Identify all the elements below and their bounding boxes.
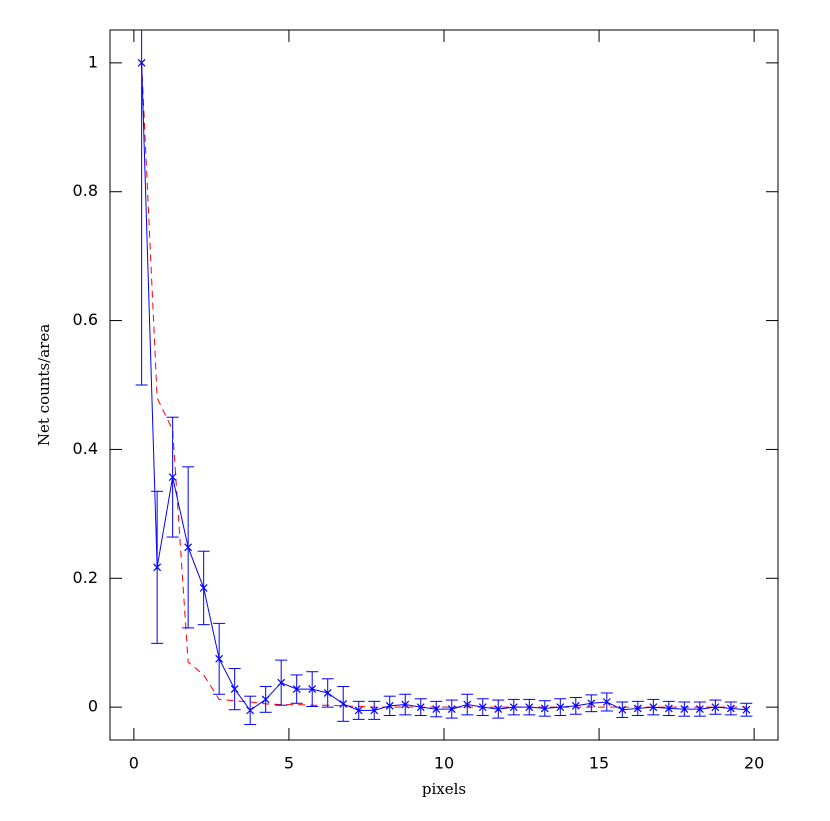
marker: [649, 703, 658, 712]
marker: [602, 698, 611, 706]
marker: [633, 704, 642, 713]
marker: [726, 704, 735, 713]
marker: [432, 705, 441, 713]
marker: [230, 685, 239, 694]
marker: [711, 703, 720, 712]
marker: [494, 705, 503, 713]
marker: [168, 473, 177, 482]
marker: [695, 705, 704, 713]
marker: [339, 699, 348, 708]
y-tick-label: 0.6: [73, 310, 98, 329]
plot-frame: [109, 29, 779, 741]
marker: [416, 703, 425, 712]
marker: [246, 706, 255, 715]
marker: [664, 704, 673, 713]
marker: [184, 543, 193, 552]
marker: [215, 654, 224, 663]
marker: [199, 584, 208, 592]
y-axis-label: Net counts/area: [35, 324, 53, 446]
series-line: [141, 62, 747, 708]
marker: [525, 703, 534, 712]
marker: [478, 703, 487, 712]
marker: [463, 700, 472, 709]
marker: [509, 703, 518, 712]
x-tick-label: 10: [434, 754, 454, 773]
marker: [323, 689, 332, 697]
marker: [571, 701, 580, 710]
marker: [354, 706, 363, 715]
series-line: [141, 62, 747, 712]
y-tick-label: 0.2: [73, 568, 98, 587]
marker: [587, 699, 596, 708]
marker: [540, 704, 549, 713]
marker: [742, 705, 751, 714]
marker: [277, 678, 286, 687]
x-tick-label: 15: [589, 754, 609, 773]
marker: [292, 685, 301, 694]
y-tick-label: 0: [88, 697, 98, 716]
x-tick-label: 20: [744, 754, 764, 773]
marker: [385, 701, 394, 710]
marker: [401, 700, 410, 709]
y-tick-label: 1: [88, 52, 98, 71]
marker: [370, 706, 379, 715]
x-axis-label: pixels: [422, 780, 466, 798]
marker: [261, 695, 270, 704]
x-tick-label: 0: [129, 754, 139, 773]
marker: [153, 563, 162, 572]
marker: [680, 705, 689, 713]
marker: [308, 685, 317, 694]
y-tick-label: 0.8: [73, 181, 98, 200]
marker: [447, 705, 456, 713]
marker: [556, 703, 565, 712]
x-tick-label: 5: [284, 754, 294, 773]
marker: [137, 58, 146, 67]
y-tick-label: 0.4: [73, 439, 98, 458]
marker: [618, 705, 627, 714]
